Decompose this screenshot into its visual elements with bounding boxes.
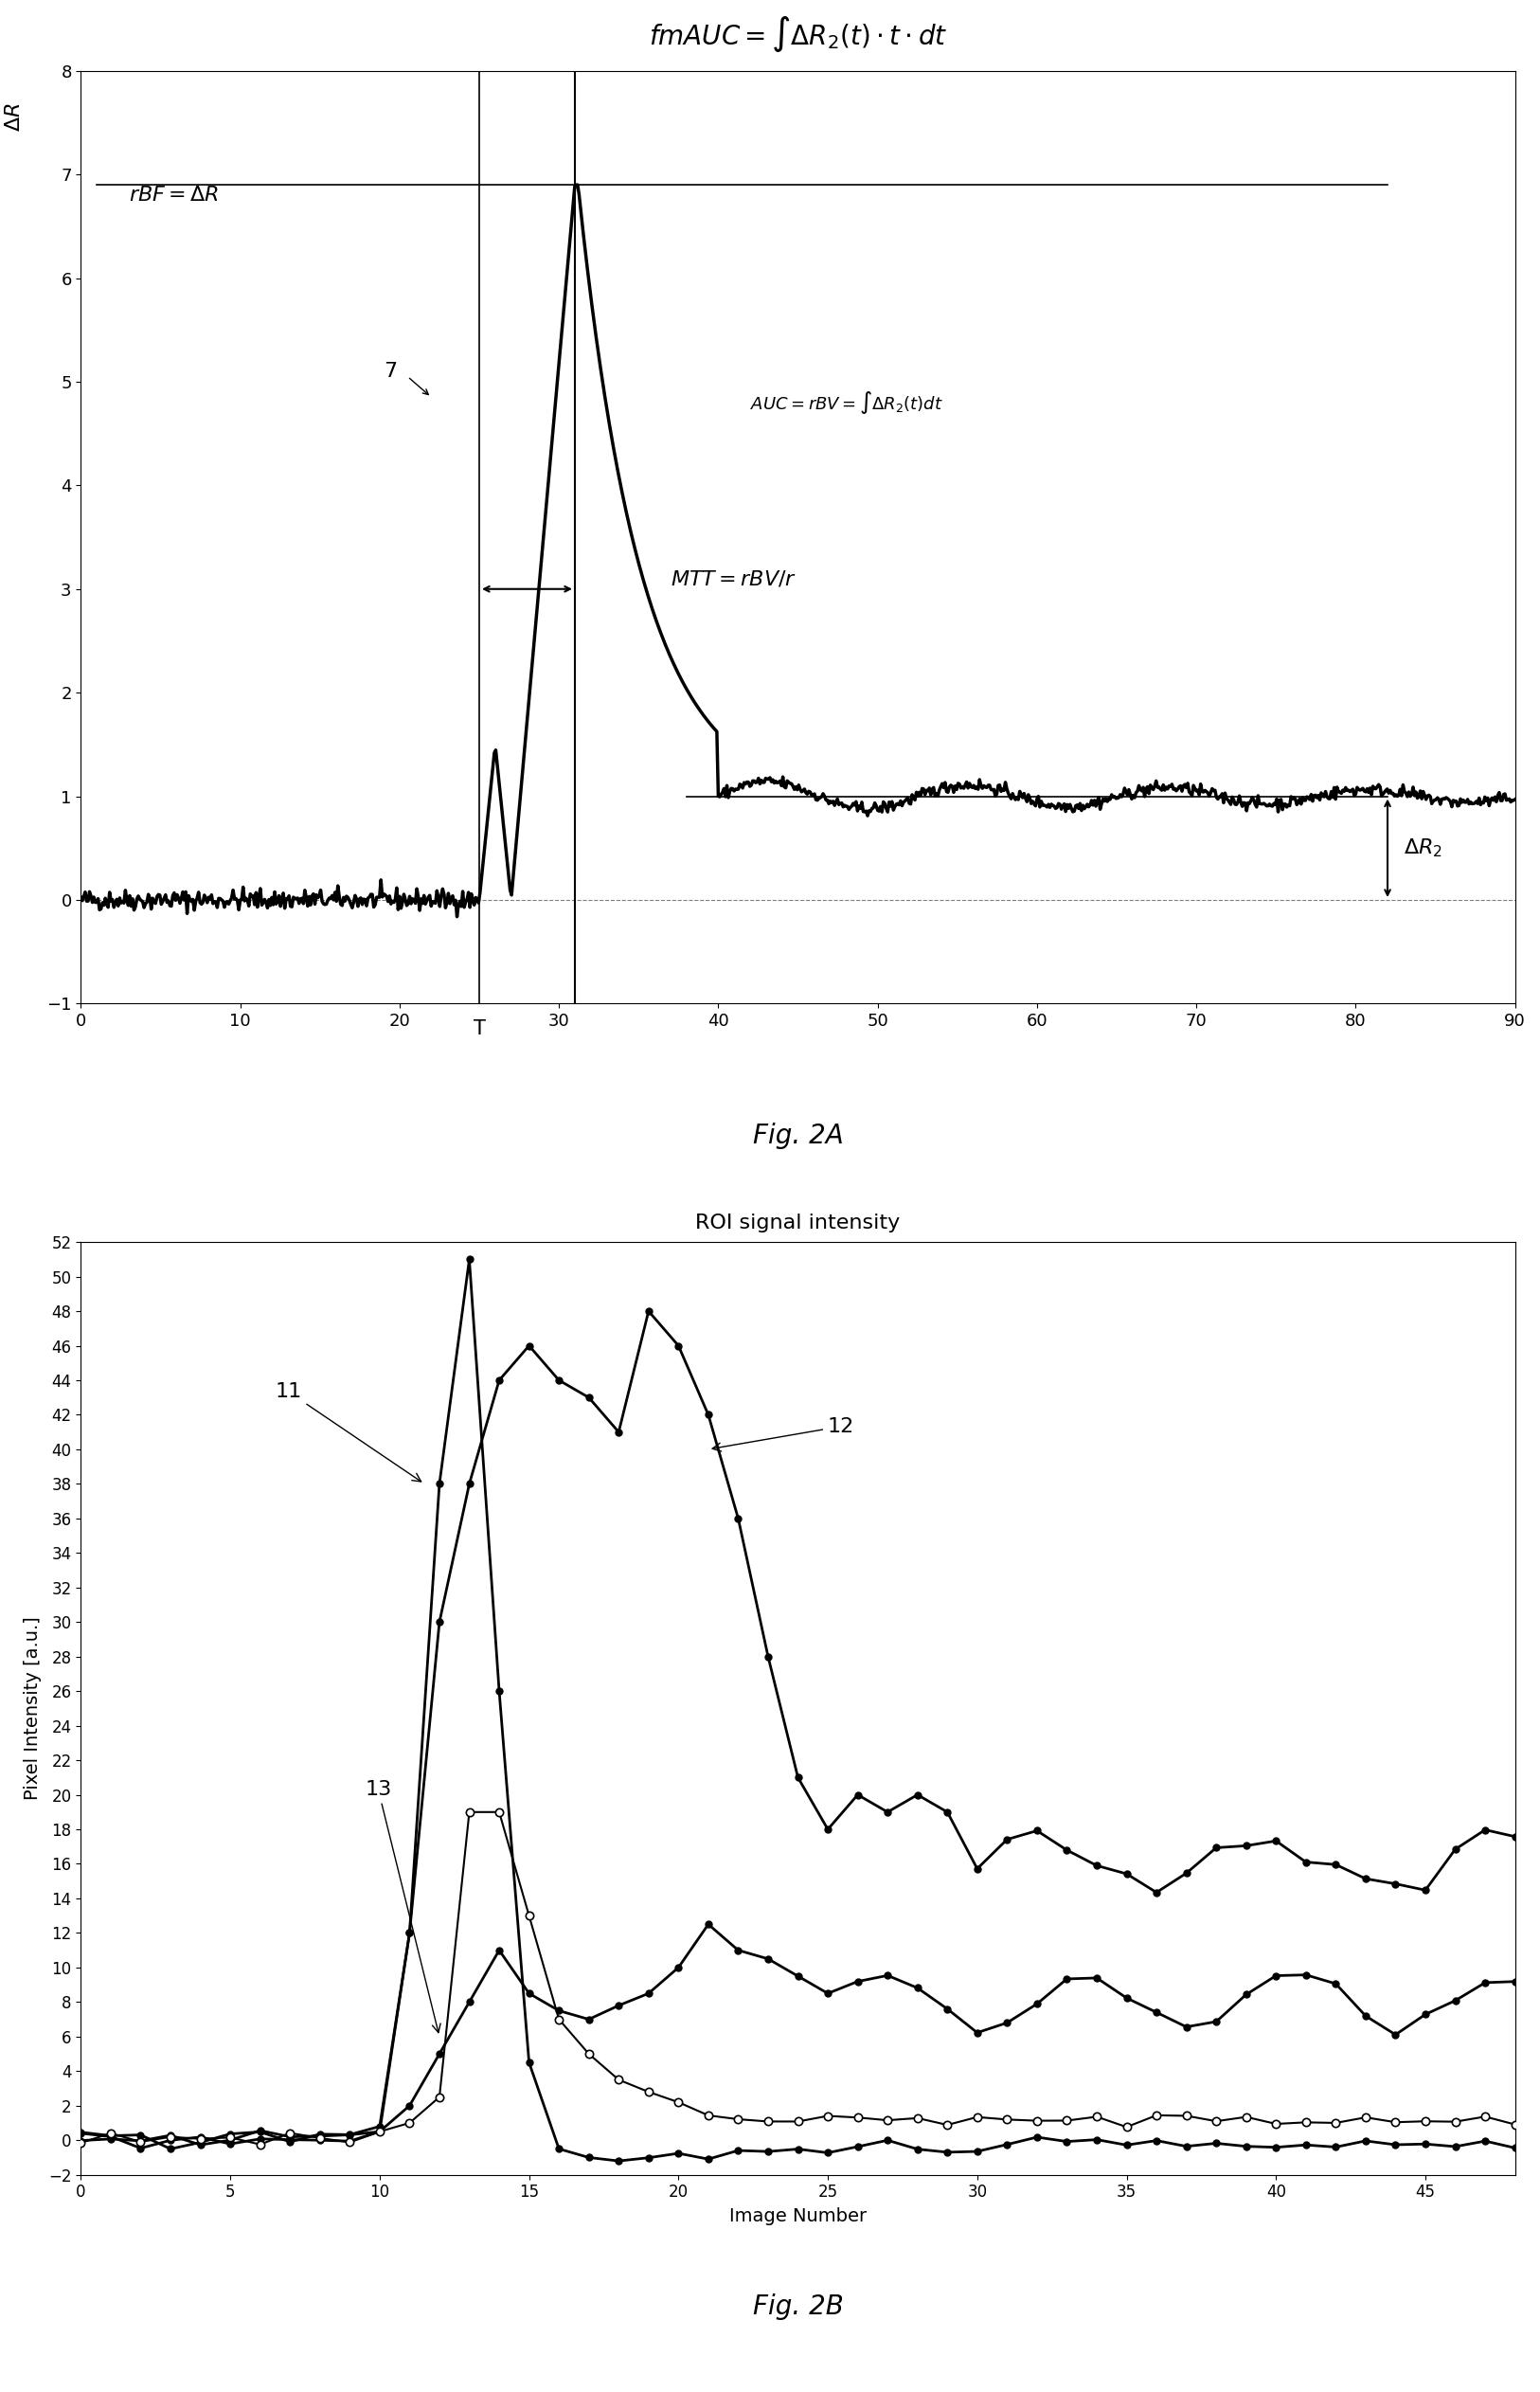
Text: 12: 12 [713, 1416, 855, 1452]
Y-axis label: $\Delta R$: $\Delta R$ [5, 103, 23, 132]
Text: 13: 13 [365, 1780, 440, 2033]
X-axis label: Image Number: Image Number [730, 2208, 867, 2225]
Title: $fmAUC = \int\Delta R_2(t)\cdot t\cdot dt$: $fmAUC = \int\Delta R_2(t)\cdot t\cdot d… [648, 14, 947, 55]
Text: T: T [473, 1019, 485, 1038]
Text: $AUC=rBV=\int\Delta R_2(t)dt$: $AUC=rBV=\int\Delta R_2(t)dt$ [750, 390, 944, 416]
Title: ROI signal intensity: ROI signal intensity [696, 1213, 901, 1232]
Text: 7: 7 [383, 361, 397, 380]
Text: 11: 11 [276, 1383, 420, 1481]
Text: $MTT=rBV/r$: $MTT=rBV/r$ [670, 569, 796, 588]
Text: Fig. 2B: Fig. 2B [753, 2294, 844, 2320]
Y-axis label: Pixel Intensity [a.u.]: Pixel Intensity [a.u.] [25, 1617, 42, 1801]
Text: $\Delta R_2$: $\Delta R_2$ [1403, 837, 1443, 859]
Text: Fig. 2A: Fig. 2A [753, 1122, 844, 1148]
Text: $rBF=\Delta R$: $rBF=\Delta R$ [129, 187, 219, 206]
